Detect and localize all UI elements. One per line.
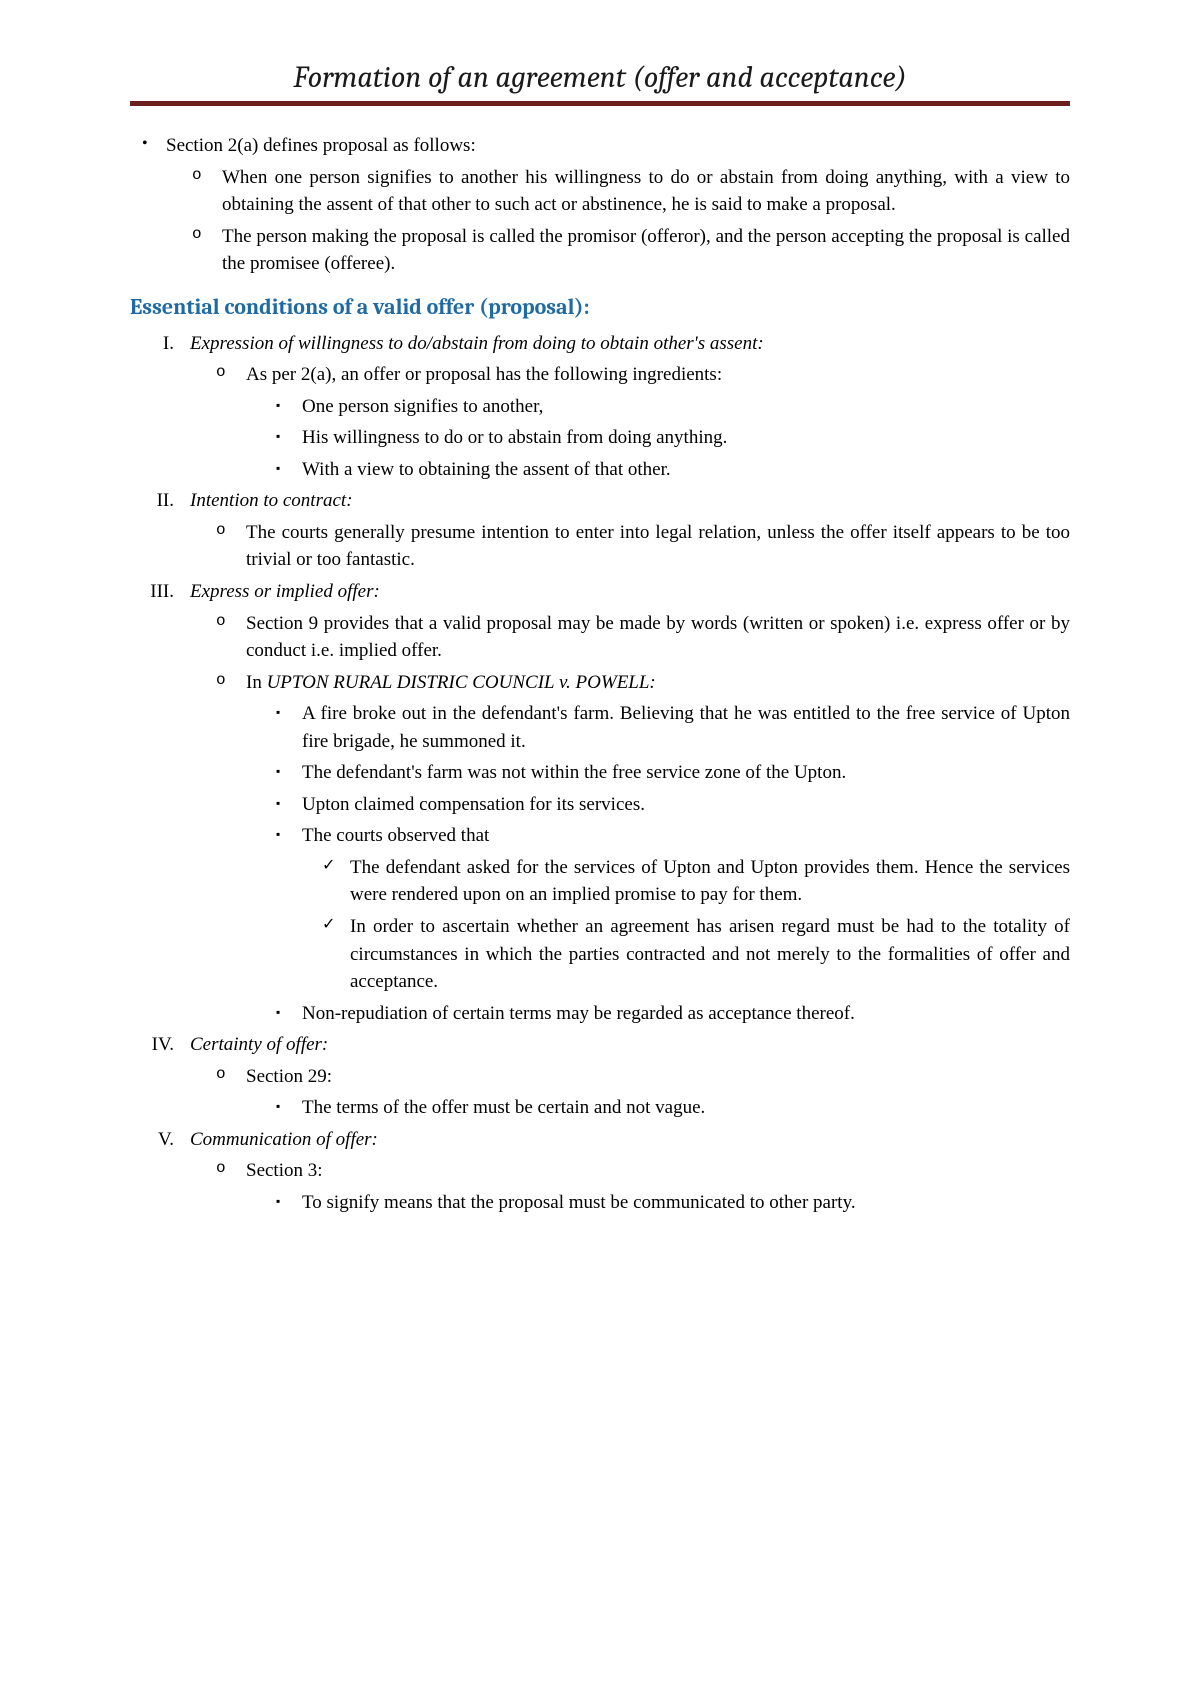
list-item: Section 3: To signify means that the pro… (246, 1157, 1070, 1216)
roman-numeral: II. (130, 487, 174, 515)
case-name: UPTON RURAL DISTRIC COUNCIL v. POWELL: (267, 672, 656, 693)
list-item: The defendant asked for the services of … (350, 854, 1070, 909)
list-item: Non-repudiation of certain terms may be … (302, 1000, 1070, 1028)
list-item: A fire broke out in the defendant's farm… (302, 700, 1070, 755)
condition-title: Communication of offer: (190, 1129, 378, 1150)
conditions-list: I. Expression of willingness to do/absta… (130, 330, 1070, 1217)
list-text: The courts observed that (302, 825, 489, 846)
intro-sub-item: The person making the proposal is called… (222, 223, 1070, 278)
list-item: His willingness to do or to abstain from… (302, 424, 1070, 452)
square-list: To signify means that the proposal must … (246, 1189, 1070, 1217)
roman-numeral: III. (130, 578, 174, 606)
list-text: As per 2(a), an offer or proposal has th… (246, 364, 722, 385)
intro-list: Section 2(a) defines proposal as follows… (130, 132, 1070, 278)
document-page: Formation of an agreement (offer and acc… (0, 0, 1200, 1698)
sub-list: Section 3: To signify means that the pro… (190, 1157, 1070, 1216)
condition-item: IV. Certainty of offer: Section 29: The … (130, 1031, 1070, 1122)
list-text: Section 3: (246, 1160, 323, 1181)
intro-bullet-text: Section 2(a) defines proposal as follows… (166, 135, 476, 156)
condition-title: Intention to contract: (190, 490, 353, 511)
square-list: The terms of the offer must be certain a… (246, 1094, 1070, 1122)
square-list: One person signifies to another, His wil… (246, 393, 1070, 484)
list-item: In UPTON RURAL DISTRIC COUNCIL v. POWELL… (246, 669, 1070, 1028)
document-body: Section 2(a) defines proposal as follows… (130, 132, 1070, 1216)
sub-list: The courts generally presume intention t… (190, 519, 1070, 574)
condition-item: I. Expression of willingness to do/absta… (130, 330, 1070, 484)
list-item: The courts generally presume intention t… (246, 519, 1070, 574)
condition-title: Certainty of offer: (190, 1034, 328, 1055)
page-title: Formation of an agreement (offer and acc… (130, 60, 1070, 95)
list-item: The courts observed that The defendant a… (302, 822, 1070, 995)
list-item: Section 29: The terms of the offer must … (246, 1063, 1070, 1122)
list-item: To signify means that the proposal must … (302, 1189, 1070, 1217)
condition-title: Expression of willingness to do/abstain … (190, 333, 764, 354)
list-text: Section 29: (246, 1066, 332, 1087)
roman-numeral: IV. (130, 1031, 174, 1059)
condition-item: III. Express or implied offer: Section 9… (130, 578, 1070, 1027)
check-list: The defendant asked for the services of … (302, 854, 1070, 996)
condition-title: Express or implied offer: (190, 581, 380, 602)
list-item: As per 2(a), an offer or proposal has th… (246, 361, 1070, 483)
sub-list: As per 2(a), an offer or proposal has th… (190, 361, 1070, 483)
list-item: Section 9 provides that a valid proposal… (246, 610, 1070, 665)
intro-sub-item: When one person signifies to another his… (222, 164, 1070, 219)
roman-numeral: I. (130, 330, 174, 358)
list-item: Upton claimed compensation for its servi… (302, 791, 1070, 819)
list-item: In order to ascertain whether an agreeme… (350, 913, 1070, 996)
condition-item: II. Intention to contract: The courts ge… (130, 487, 1070, 574)
case-prefix: In (246, 672, 267, 693)
intro-bullet: Section 2(a) defines proposal as follows… (166, 132, 1070, 278)
section-heading: Essential conditions of a valid offer (p… (130, 292, 1070, 324)
condition-item: V. Communication of offer: Section 3: To… (130, 1126, 1070, 1217)
sub-list: Section 29: The terms of the offer must … (190, 1063, 1070, 1122)
list-item: One person signifies to another, (302, 393, 1070, 421)
list-item: The terms of the offer must be certain a… (302, 1094, 1070, 1122)
intro-sub-list: When one person signifies to another his… (166, 164, 1070, 278)
list-item: With a view to obtaining the assent of t… (302, 456, 1070, 484)
sub-list: Section 9 provides that a valid proposal… (190, 610, 1070, 1028)
roman-numeral: V. (130, 1126, 174, 1154)
list-item: The defendant's farm was not within the … (302, 759, 1070, 787)
square-list: A fire broke out in the defendant's farm… (246, 700, 1070, 1027)
title-underline (130, 101, 1070, 106)
